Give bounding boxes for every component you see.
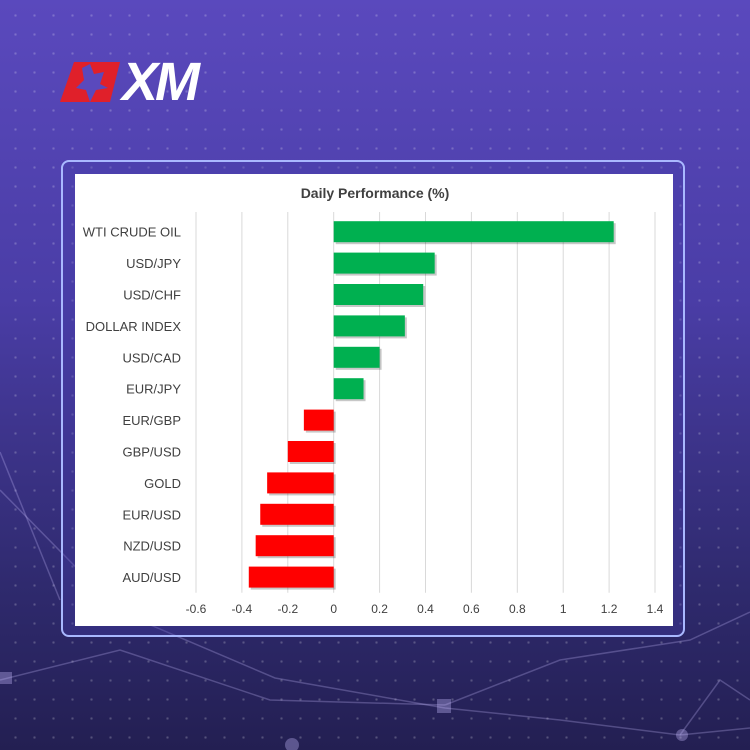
bar (333, 346, 380, 368)
category-label: GOLD (144, 476, 181, 491)
x-axis-ticks: -0.6 -0.4 -0.2 0 0.2 0.4 0.6 0.8 1 1.2 1.4 (186, 602, 664, 616)
x-tick-label: -0.2 (277, 602, 298, 616)
category-label: NZD/USD (123, 539, 181, 554)
bar (255, 535, 334, 557)
bar (267, 472, 334, 494)
category-label: EUR/USD (122, 507, 181, 522)
x-tick-label: -0.4 (232, 602, 253, 616)
category-label: USD/CHF (123, 288, 181, 303)
category-label: USD/CAD (122, 350, 181, 365)
category-label: DOLLAR INDEX (86, 319, 182, 334)
bar (260, 503, 334, 525)
bar (333, 284, 424, 305)
chart-panel: Daily Performance (%) WTI CRUDE OIL USD/J… (75, 174, 673, 626)
category-label: USD/JPY (126, 256, 181, 271)
logo-wordmark: XM (122, 52, 200, 112)
x-tick-label: 1 (560, 602, 567, 616)
category-label: EUR/JPY (126, 382, 181, 397)
x-tick-label: 0.6 (463, 602, 480, 616)
x-tick-label: 0 (330, 602, 337, 616)
category-labels: WTI CRUDE OIL USD/JPY USD/CHF DOLLAR INDEX U… (83, 225, 182, 585)
bars (248, 221, 616, 590)
bar (333, 378, 364, 400)
x-tick-label: 0.2 (371, 602, 388, 616)
brand-logo: XM (60, 54, 236, 110)
category-label: EUR/GBP (122, 413, 181, 428)
bar (287, 441, 334, 462)
bar-chart: Daily Performance (%) WTI CRUDE OIL USD/J… (83, 185, 664, 616)
bar (248, 566, 334, 588)
category-label: GBP/USD (122, 445, 181, 460)
x-tick-label: 0.4 (417, 602, 434, 616)
category-label: AUD/USD (122, 570, 181, 585)
xm-bull-icon (60, 62, 120, 102)
bar (333, 252, 435, 274)
bar (303, 409, 334, 431)
category-label: WTI CRUDE OIL (83, 225, 181, 240)
bar (333, 315, 405, 337)
chart-title: Daily Performance (%) (301, 185, 450, 201)
x-tick-label: 1.2 (601, 602, 618, 616)
x-tick-label: 0.8 (509, 602, 526, 616)
bar (333, 221, 614, 243)
x-tick-label: 1.4 (647, 602, 664, 616)
gridlines (195, 212, 656, 593)
x-tick-label: -0.6 (186, 602, 207, 616)
